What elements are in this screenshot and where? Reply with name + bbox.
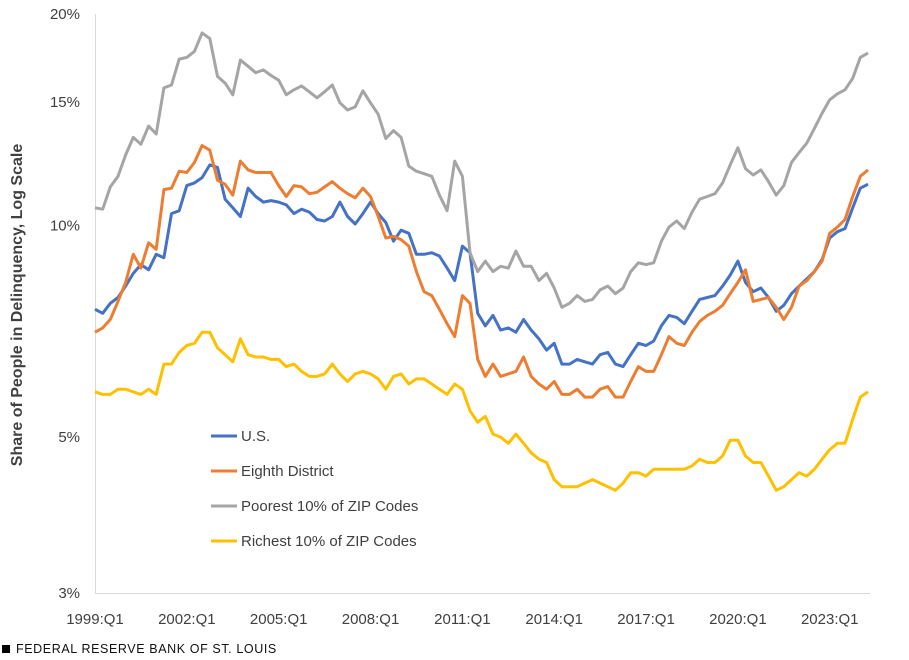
series-lines (94, 31, 869, 492)
source-text: FEDERAL RESERVE BANK OF ST. LOUIS (16, 642, 277, 656)
legend-label: U.S. (241, 428, 270, 445)
square-icon (2, 645, 10, 653)
x-tick-label: 2014:Q1 (525, 611, 583, 628)
x-tick-label: 1999:Q1 (66, 611, 124, 628)
x-tick-label: 2017:Q1 (617, 611, 675, 628)
y-tick-labels: 3% 5% 10% 15% 20% (50, 6, 80, 602)
series-line-poorest-10-of-zip-codes (94, 31, 869, 309)
x-tick-labels: 1999:Q1 2002:Q1 2005:Q1 2008:Q1 2011:Q1 2014:… (66, 611, 858, 628)
x-tick-label: 2002:Q1 (158, 611, 216, 628)
series-line-eighth-district (94, 144, 869, 399)
y-tick-label: 15% (50, 94, 80, 111)
y-tick-label: 3% (58, 585, 80, 602)
y-tick-label: 20% (50, 6, 80, 23)
legend: U.S. Eighth District Poorest 10% of ZIP Co… (211, 428, 418, 550)
x-tick-label: 2005:Q1 (250, 611, 308, 628)
x-tick-label: 2011:Q1 (434, 611, 490, 628)
source-credit: FEDERAL RESERVE BANK OF ST. LOUIS (2, 642, 277, 656)
series-line-richest-10-of-zip-codes (94, 330, 869, 492)
x-tick-label: 2020:Q1 (709, 611, 767, 628)
y-tick-label: 5% (58, 429, 80, 446)
legend-label: Poorest 10% of ZIP Codes (241, 498, 418, 515)
y-tick-label: 10% (50, 218, 80, 235)
legend-label: Richest 10% of ZIP Codes (241, 533, 417, 550)
legend-label: Eighth District (241, 463, 334, 480)
series-line-u-s (94, 163, 869, 369)
plot-frame (95, 14, 870, 594)
x-tick-label: 2008:Q1 (342, 611, 400, 628)
y-axis-title: Share of People in Delinquency, Log Scal… (9, 144, 26, 467)
delinquency-chart: Share of People in Delinquency, Log Scal… (9, 6, 870, 628)
x-tick-label: 2023:Q1 (801, 611, 859, 628)
